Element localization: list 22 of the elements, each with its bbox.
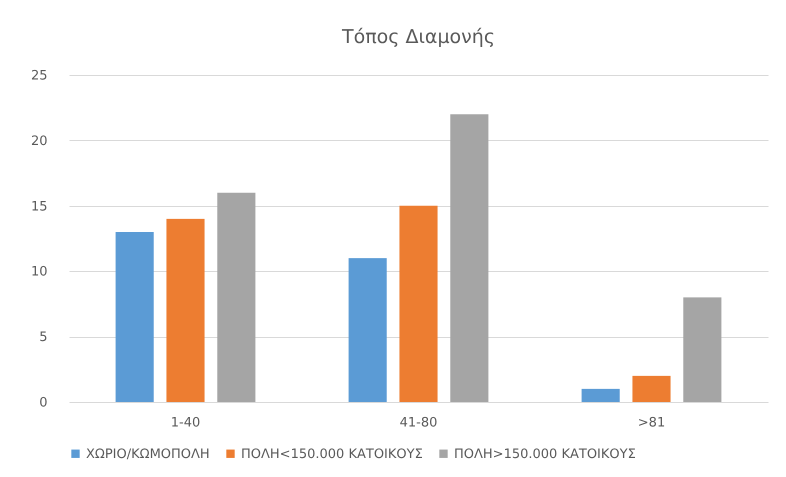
bar (632, 376, 671, 402)
legend-label: ΠΟΛΗ>150.000 ΚΑΤΟΙΚΟΥΣ (454, 446, 636, 462)
y-tick-label: 5 (39, 330, 48, 346)
x-tick-label: >81 (638, 416, 666, 430)
chart-title: Τόπος Διαμονής (341, 26, 495, 48)
bar (450, 114, 488, 402)
bar (166, 218, 205, 402)
bar (348, 258, 387, 402)
x-tick-label: 41-80 (400, 416, 438, 430)
legend-label: ΧΩΡΙΟ/ΚΩΜΟΠΟΛΗ (86, 446, 210, 462)
bar (683, 297, 722, 402)
bar (582, 388, 620, 402)
x-tick-label: 1-40 (170, 416, 200, 430)
y-tick-label: 20 (30, 134, 48, 149)
y-tick-label: 0 (39, 396, 48, 410)
bar (399, 206, 438, 402)
bar (217, 192, 256, 402)
y-tick-label: 10 (30, 264, 48, 280)
y-tick-label: 25 (30, 68, 48, 84)
bar (116, 232, 154, 402)
y-tick-label: 15 (30, 199, 48, 214)
legend-label: ΠΟΛΗ<150.000 ΚΑΤΟΙΚΟΥΣ (241, 446, 423, 462)
